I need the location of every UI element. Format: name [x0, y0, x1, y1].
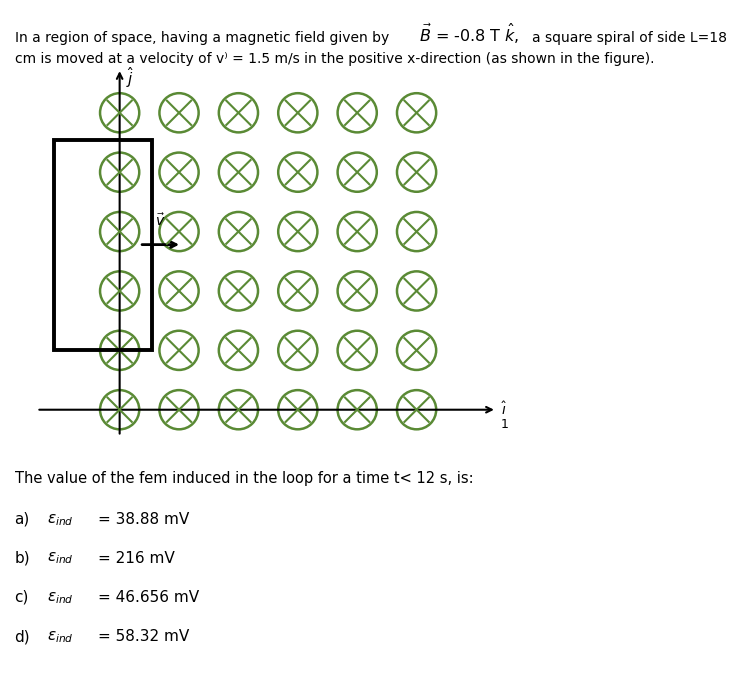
- Bar: [55, 140, 152, 351]
- Text: cm is moved at a velocity of v⁾ = 1.5 m/s in the positive x-direction (as shown : cm is moved at a velocity of v⁾ = 1.5 m/…: [15, 52, 654, 66]
- Text: b): b): [15, 551, 30, 565]
- Text: = 58.32 mV: = 58.32 mV: [98, 629, 190, 644]
- Text: $\vec{v}$: $\vec{v}$: [155, 212, 165, 228]
- Text: 1: 1: [501, 418, 509, 431]
- Text: $\varepsilon_{ind}$: $\varepsilon_{ind}$: [47, 512, 74, 527]
- Text: d): d): [15, 629, 30, 644]
- Text: a): a): [15, 512, 30, 527]
- Text: In a region of space, having a magnetic field given by: In a region of space, having a magnetic …: [15, 31, 389, 45]
- Text: $\hat{j}$: $\hat{j}$: [125, 64, 134, 89]
- Text: c): c): [15, 590, 29, 605]
- Text: = 38.88 mV: = 38.88 mV: [98, 512, 190, 527]
- Text: = 46.656 mV: = 46.656 mV: [98, 590, 200, 605]
- Text: $\varepsilon_{ind}$: $\varepsilon_{ind}$: [47, 551, 74, 566]
- Text: = 216 mV: = 216 mV: [98, 551, 175, 565]
- Text: $\varepsilon_{ind}$: $\varepsilon_{ind}$: [47, 629, 74, 645]
- Text: The value of the fem induced in the loop for a time t< 12 s, is:: The value of the fem induced in the loop…: [15, 471, 473, 486]
- Text: $\vec{B}$ = -0.8 T $\hat{k}$,: $\vec{B}$ = -0.8 T $\hat{k}$,: [419, 22, 519, 45]
- Text: a square spiral of side L=18: a square spiral of side L=18: [532, 31, 727, 45]
- Text: $\varepsilon_{ind}$: $\varepsilon_{ind}$: [47, 590, 74, 605]
- Text: $\hat{\imath}$: $\hat{\imath}$: [501, 401, 507, 418]
